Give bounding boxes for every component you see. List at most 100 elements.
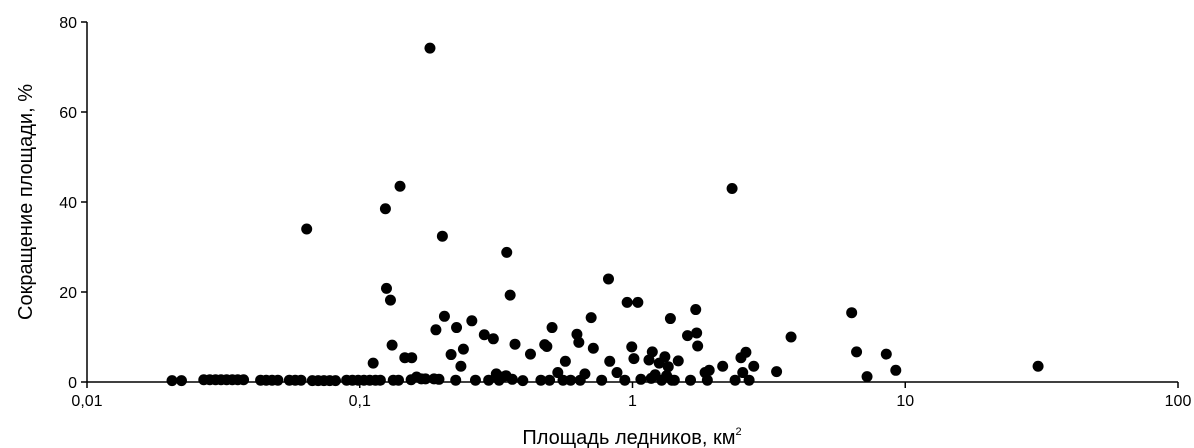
data-point: [690, 304, 702, 316]
data-point: [541, 340, 553, 352]
data-point: [579, 368, 591, 380]
data-point: [672, 355, 684, 367]
data-point: [384, 294, 396, 306]
data-point: [374, 374, 386, 386]
data-point: [682, 330, 694, 342]
x-axis-title: Площадь ледников, км2: [522, 426, 741, 448]
data-point: [478, 329, 490, 341]
data-point: [272, 374, 284, 386]
data-point: [544, 374, 556, 386]
data-point: [851, 346, 863, 358]
data-point: [771, 366, 783, 378]
data-point: [646, 346, 658, 358]
data-point: [668, 374, 680, 386]
data-point: [330, 375, 342, 387]
data-point: [430, 324, 442, 336]
data-point: [557, 374, 569, 386]
y-tick-label: 60: [59, 105, 77, 122]
data-point: [703, 364, 715, 376]
data-point: [483, 374, 495, 386]
data-point: [635, 373, 647, 385]
data-point: [166, 375, 178, 387]
data-point: [455, 360, 467, 372]
data-point: [565, 374, 577, 386]
data-point: [662, 361, 674, 373]
data-point: [890, 364, 902, 376]
data-point: [469, 374, 481, 386]
data-point: [626, 341, 638, 353]
data-point: [301, 223, 313, 235]
data-point: [504, 289, 516, 301]
data-point: [743, 374, 755, 386]
data-point: [587, 342, 599, 354]
x-axis-title-text: Площадь ледников, км: [522, 427, 735, 448]
data-point: [701, 374, 713, 386]
y-ticks: 0 20 40 60 80: [59, 15, 87, 392]
x-tick-label: 0,1: [349, 393, 371, 410]
data-point: [585, 312, 597, 324]
data-point: [451, 322, 463, 334]
data-point: [880, 348, 892, 360]
data-point: [175, 375, 187, 387]
data-point: [596, 374, 608, 386]
data-point: [438, 310, 450, 322]
data-point: [506, 373, 518, 385]
data-point: [535, 374, 547, 386]
data-point: [573, 336, 585, 348]
data-point: [445, 349, 457, 361]
data-point: [559, 355, 571, 367]
data-point: [740, 346, 752, 358]
data-point: [861, 371, 873, 383]
data-point: [394, 180, 406, 192]
data-point: [450, 374, 462, 386]
x-tick-label: 10: [896, 393, 914, 410]
x-tick-label: 0,01: [71, 393, 102, 410]
data-point: [501, 246, 513, 258]
data-point: [691, 327, 703, 339]
data-point: [517, 375, 529, 387]
data-point: [487, 333, 499, 345]
y-tick-label: 80: [59, 15, 77, 32]
data-point: [737, 367, 749, 379]
data-point: [419, 373, 431, 385]
data-point: [424, 42, 436, 54]
data-point: [466, 315, 478, 327]
x-axis-title-superscript: 2: [736, 426, 742, 438]
y-tick-label: 40: [59, 195, 77, 212]
y-tick-label: 0: [68, 375, 77, 392]
y-axis-title: Сокращение площади, %: [15, 84, 37, 320]
data-point: [748, 360, 760, 372]
x-ticks: 0,01 0,1 1 10 100: [71, 382, 1191, 410]
data-point: [380, 282, 392, 294]
data-point: [619, 374, 631, 386]
data-point: [524, 348, 536, 360]
data-point: [238, 374, 250, 386]
data-point: [546, 322, 558, 334]
data-point: [726, 183, 738, 194]
data-point: [664, 313, 676, 325]
data-point: [604, 355, 616, 367]
data-point: [692, 340, 704, 352]
data-points: [166, 42, 1044, 387]
data-point: [717, 360, 729, 372]
y-tick-label: 20: [59, 285, 77, 302]
data-point: [785, 331, 797, 343]
data-point: [846, 307, 858, 319]
data-point: [729, 374, 741, 386]
axes: [86, 22, 1178, 383]
data-point: [509, 338, 521, 350]
data-point: [632, 296, 644, 308]
data-point: [1032, 360, 1044, 372]
data-point: [379, 203, 391, 215]
x-tick-label: 1: [628, 393, 637, 410]
data-point: [659, 351, 671, 363]
data-point: [367, 357, 379, 369]
data-point: [621, 296, 633, 308]
x-tick-label: 100: [1165, 393, 1192, 410]
data-point: [602, 273, 614, 285]
data-point: [295, 374, 307, 386]
data-point: [393, 374, 405, 386]
data-point: [628, 353, 640, 365]
data-point: [685, 374, 697, 386]
